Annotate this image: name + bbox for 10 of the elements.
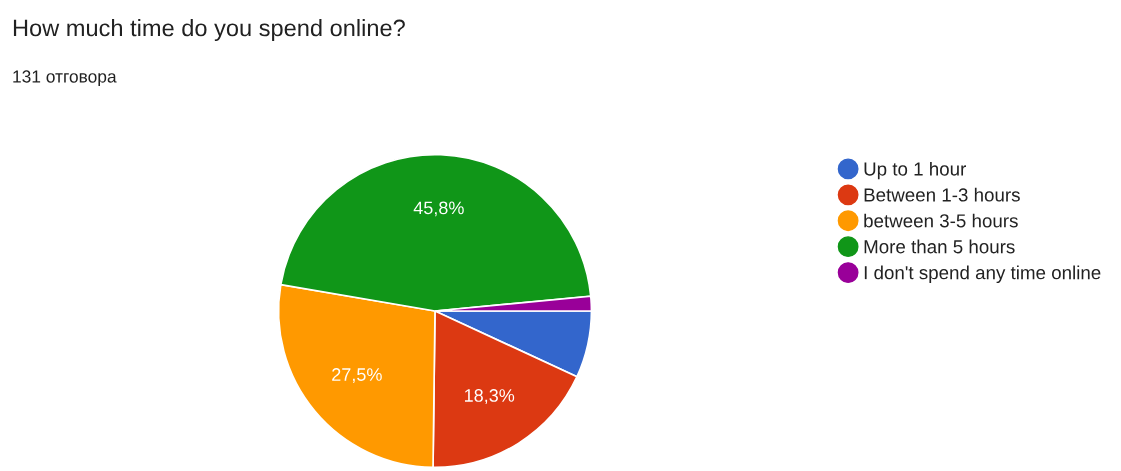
- legend-label: Between 1-3 hours: [864, 187, 1020, 202]
- chart-title: How much time do you spend online?: [13, 19, 405, 41]
- legend-label: Up to 1 hour: [864, 161, 966, 180]
- data-label: 45,8%: [413, 201, 464, 217]
- data-label: 27,5%: [332, 368, 382, 384]
- legend-label: between 3-5 hours: [864, 213, 1018, 228]
- legend-label: More than 5 hours: [864, 239, 1015, 254]
- data-label: 18,3%: [464, 389, 515, 404]
- text: 131 отговора: [13, 70, 117, 87]
- legend-label: I don't spend any time online: [864, 265, 1101, 284]
